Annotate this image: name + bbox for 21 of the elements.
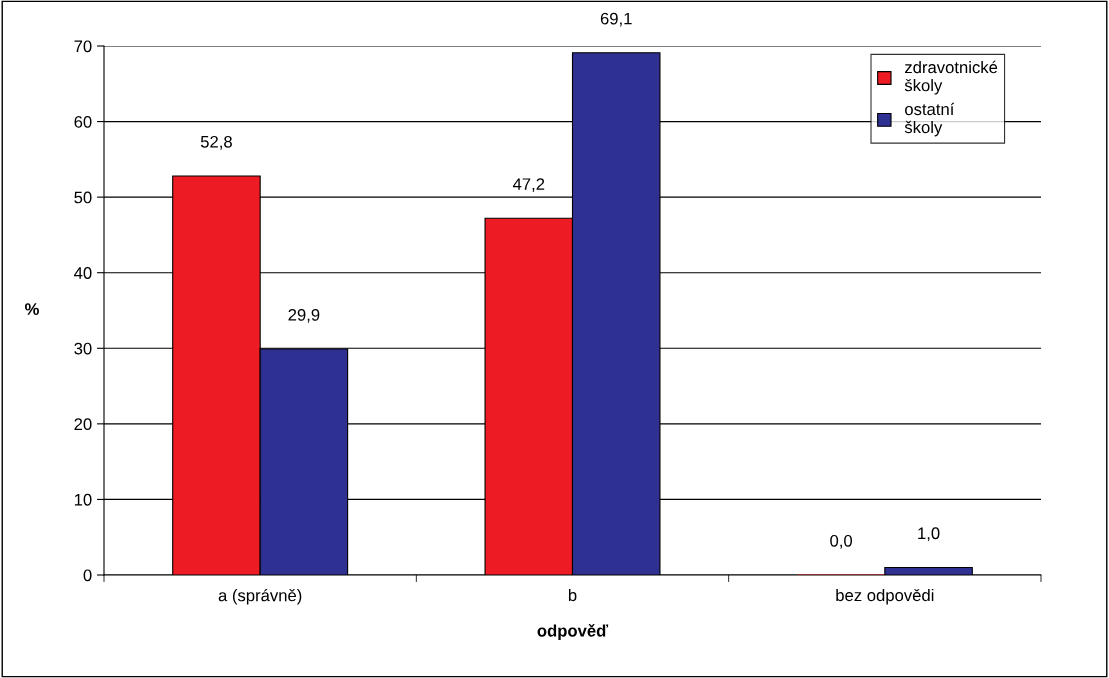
- y-tick-label: 20: [74, 418, 92, 431]
- y-tick-label: 50: [74, 191, 92, 204]
- data-label: 52,8: [200, 135, 232, 150]
- y-tick-label: 30: [74, 342, 92, 355]
- data-label: 1,0: [918, 527, 940, 542]
- y-tick-label: 40: [74, 267, 92, 279]
- data-label: 0,0: [830, 534, 853, 549]
- data-label: 47,2: [512, 178, 545, 192]
- y-tick-label: 60: [74, 115, 92, 128]
- legend-label: zdravotnické školy: [904, 60, 998, 95]
- data-label: 29,9: [288, 308, 320, 323]
- x-axis-title: odpověď: [537, 624, 609, 640]
- data-label: 69,1: [600, 12, 632, 27]
- x-tick-label: a (správně): [218, 588, 302, 605]
- y-tick-label: 70: [74, 40, 92, 53]
- x-tick-label: bez odpovědi: [836, 588, 934, 605]
- legend-label: ostatní školy: [904, 102, 955, 137]
- y-tick-label: 0: [83, 569, 92, 582]
- y-tick-label: 10: [74, 493, 92, 506]
- x-tick-label: b: [568, 588, 577, 602]
- y-axis-title: %: [25, 303, 39, 315]
